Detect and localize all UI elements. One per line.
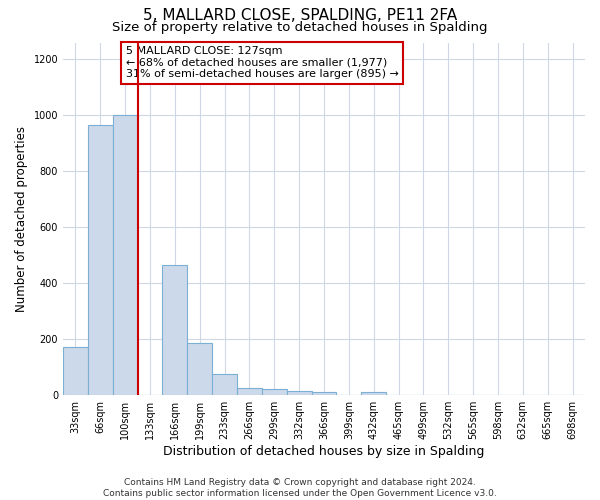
Bar xyxy=(237,388,262,394)
Bar xyxy=(113,115,137,394)
Text: Size of property relative to detached houses in Spalding: Size of property relative to detached ho… xyxy=(112,21,488,34)
Text: 5, MALLARD CLOSE, SPALDING, PE11 2FA: 5, MALLARD CLOSE, SPALDING, PE11 2FA xyxy=(143,8,457,22)
Bar xyxy=(163,264,187,394)
Bar xyxy=(262,389,287,394)
Text: Contains HM Land Registry data © Crown copyright and database right 2024.
Contai: Contains HM Land Registry data © Crown c… xyxy=(103,478,497,498)
Bar xyxy=(361,392,386,394)
Bar xyxy=(287,390,311,394)
Text: 5 MALLARD CLOSE: 127sqm
← 68% of detached houses are smaller (1,977)
31% of semi: 5 MALLARD CLOSE: 127sqm ← 68% of detache… xyxy=(125,46,398,79)
X-axis label: Distribution of detached houses by size in Spalding: Distribution of detached houses by size … xyxy=(163,444,485,458)
Bar xyxy=(63,347,88,395)
Bar xyxy=(88,125,113,394)
Bar xyxy=(212,374,237,394)
Bar xyxy=(187,343,212,394)
Y-axis label: Number of detached properties: Number of detached properties xyxy=(15,126,28,312)
Bar xyxy=(311,392,337,394)
